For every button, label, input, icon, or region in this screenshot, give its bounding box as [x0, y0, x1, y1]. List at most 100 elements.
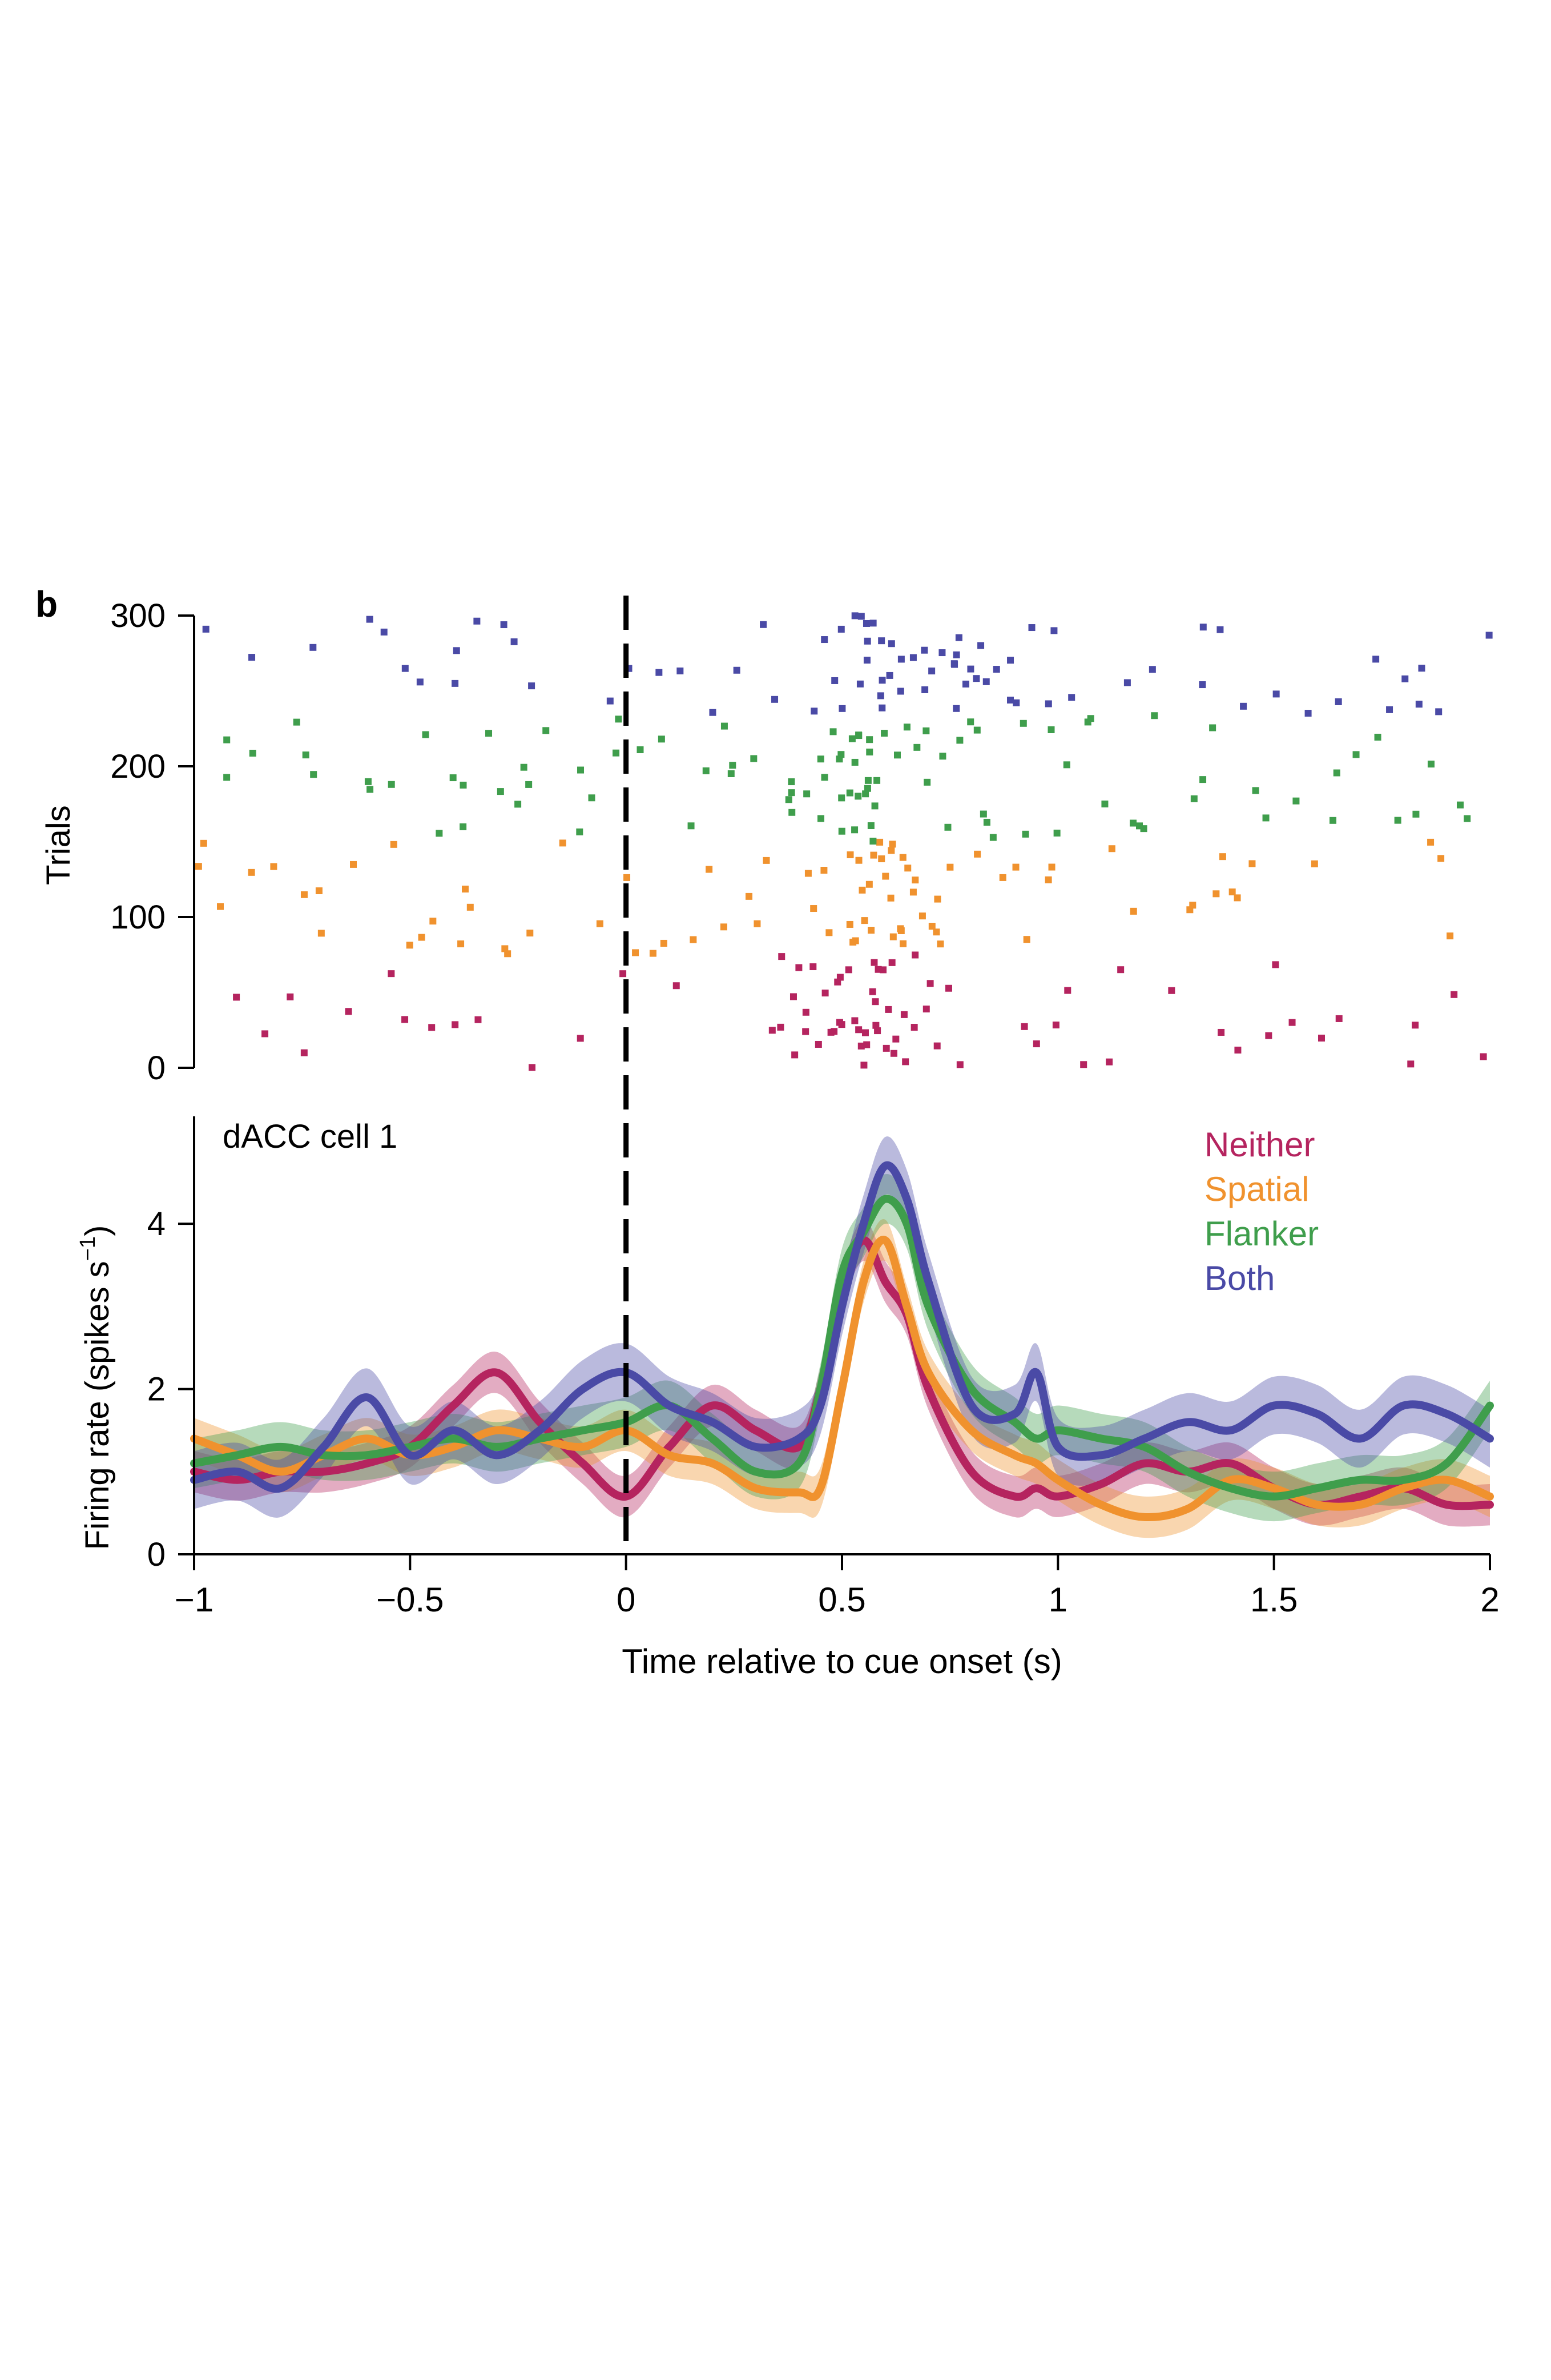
spike-mark [831, 1028, 838, 1035]
spike-mark [596, 920, 603, 927]
spike-mark [1272, 961, 1279, 968]
spike-mark [613, 749, 620, 757]
spike-mark [1068, 694, 1075, 701]
spike-mark [302, 751, 309, 759]
spike-mark [887, 894, 895, 902]
spike-mark [973, 675, 980, 682]
psth-y-tick-label: 0 [147, 1536, 166, 1573]
spike-mark [869, 838, 877, 845]
spike-mark [922, 727, 930, 734]
spike-mark [504, 950, 511, 958]
spike-mark [1265, 1032, 1272, 1039]
spike-mark [615, 715, 622, 723]
spike-mark [1335, 1015, 1343, 1022]
spike-mark [1352, 751, 1360, 758]
spike-mark [300, 1049, 308, 1056]
psth-x-tick-label: 1.5 [1250, 1581, 1298, 1619]
spike-mark [416, 678, 424, 686]
spike-mark [1485, 632, 1493, 639]
spike-mark [821, 774, 828, 781]
spike-mark [945, 984, 952, 992]
spike-mark [912, 877, 919, 884]
spike-mark [897, 656, 905, 663]
spike-mark [867, 822, 875, 830]
spike-mark [788, 809, 796, 816]
spike-mark [350, 861, 357, 868]
spike-mark [1234, 1046, 1242, 1054]
spike-mark [577, 766, 585, 774]
spike-mark [879, 704, 886, 711]
spike-mark [364, 778, 372, 785]
spike-mark [851, 758, 859, 766]
legend-spatial: Spatial [1204, 1170, 1309, 1208]
spike-mark [829, 728, 837, 735]
spike-mark [890, 1050, 897, 1057]
panel-letter: b [35, 584, 58, 625]
spike-mark [473, 617, 481, 625]
spike-mark [838, 794, 845, 802]
spike-mark [1130, 819, 1137, 827]
spike-mark [846, 789, 853, 797]
spike-mark [453, 647, 460, 654]
spike-mark [1106, 1058, 1113, 1066]
spike-mark [977, 642, 985, 649]
spike-mark [1335, 698, 1342, 705]
spike-mark [876, 838, 884, 846]
spike-mark [980, 810, 987, 818]
spike-mark [632, 949, 639, 956]
spike-mark [851, 612, 859, 620]
spike-mark [1108, 845, 1115, 853]
spike-mark [1140, 825, 1147, 833]
spike-mark [1412, 1022, 1419, 1029]
spike-mark [702, 767, 710, 774]
spike-mark [1023, 936, 1030, 943]
spike-mark [871, 802, 879, 810]
spike-mark [768, 1027, 776, 1034]
spike-mark [771, 695, 779, 703]
spike-mark [233, 994, 240, 1001]
spike-mark [872, 1022, 880, 1029]
spike-mark [881, 730, 888, 737]
spike-mark [955, 634, 962, 641]
spike-mark [1199, 681, 1206, 689]
spike-mark [921, 646, 928, 654]
spike-mark [733, 666, 740, 674]
spike-mark [855, 857, 863, 864]
spike-mark [1020, 719, 1027, 727]
spike-mark [857, 613, 865, 620]
spike-mark [911, 1024, 918, 1031]
spike-mark [1427, 838, 1435, 846]
spike-mark [825, 929, 833, 936]
spike-mark [380, 628, 388, 636]
spike-mark [902, 1058, 909, 1066]
spike-mark [831, 677, 839, 684]
spike-mark [1151, 712, 1158, 719]
spike-mark [1209, 724, 1216, 731]
spike-mark [888, 959, 896, 966]
spike-mark [817, 815, 825, 822]
spike-mark [845, 966, 852, 974]
spike-mark [485, 730, 493, 737]
spike-mark [1374, 733, 1381, 741]
spike-mark [514, 801, 522, 808]
spike-mark [709, 709, 716, 716]
spike-mark [1228, 888, 1236, 895]
spike-mark [460, 823, 467, 830]
spike-mark [944, 823, 952, 831]
spike-mark [879, 677, 886, 684]
spike-mark [528, 682, 535, 690]
spike-mark [1190, 795, 1198, 802]
spike-mark [1212, 890, 1220, 898]
spike-mark [729, 762, 736, 769]
spike-mark [676, 668, 684, 675]
spike-mark [1022, 830, 1029, 838]
legend-both: Both [1204, 1259, 1275, 1297]
spike-mark [406, 942, 413, 949]
spike-mark [687, 822, 695, 830]
spike-mark [1234, 894, 1241, 902]
spike-mark [261, 1030, 269, 1038]
spike-mark [1412, 810, 1420, 818]
spike-mark [785, 796, 792, 803]
spike-mark [401, 1016, 409, 1023]
raster-group-flanker [223, 712, 1471, 845]
